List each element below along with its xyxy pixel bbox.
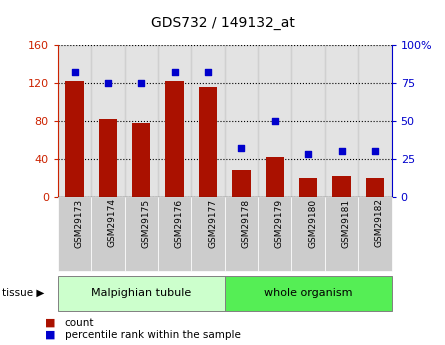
Bar	[266, 157, 284, 197]
Point	[305, 151, 312, 157]
Bar	[225, 45, 258, 197]
Text: count: count	[65, 318, 94, 327]
Bar	[258, 45, 291, 197]
Bar	[332, 176, 351, 197]
Point	[271, 118, 279, 124]
Bar	[232, 170, 251, 197]
Bar	[158, 45, 191, 197]
Text: GSM29180: GSM29180	[308, 198, 317, 247]
Text: GDS732 / 149132_at: GDS732 / 149132_at	[150, 16, 295, 30]
Point	[238, 145, 245, 151]
Bar	[125, 45, 158, 197]
Text: GSM29175: GSM29175	[142, 198, 150, 247]
Text: percentile rank within the sample: percentile rank within the sample	[65, 330, 240, 339]
Text: GSM29173: GSM29173	[75, 198, 84, 247]
Text: GSM29179: GSM29179	[275, 198, 284, 247]
Text: GSM29178: GSM29178	[241, 198, 251, 247]
Bar	[291, 45, 325, 197]
Bar	[58, 45, 91, 197]
Text: GSM29181: GSM29181	[342, 198, 351, 247]
Text: ■: ■	[44, 318, 55, 327]
Point	[105, 80, 112, 86]
Text: GSM29182: GSM29182	[375, 198, 384, 247]
Bar	[166, 81, 184, 197]
Bar	[99, 119, 117, 197]
Bar	[366, 178, 384, 197]
Bar	[358, 45, 392, 197]
Bar	[325, 45, 358, 197]
Point	[372, 148, 379, 154]
Text: GSM29176: GSM29176	[174, 198, 184, 247]
Point	[138, 80, 145, 86]
Text: tissue ▶: tissue ▶	[2, 288, 44, 298]
Point	[205, 69, 212, 75]
Bar	[191, 45, 225, 197]
Text: Malpighian tubule: Malpighian tubule	[91, 288, 191, 298]
Point	[171, 69, 178, 75]
Text: whole organism: whole organism	[264, 288, 352, 298]
Bar	[91, 45, 125, 197]
Bar	[199, 87, 217, 197]
Bar	[132, 123, 150, 197]
Point	[338, 148, 345, 154]
Bar	[299, 178, 317, 197]
Text: GSM29177: GSM29177	[208, 198, 217, 247]
Text: ■: ■	[44, 330, 55, 339]
Bar	[65, 81, 84, 197]
Text: GSM29174: GSM29174	[108, 198, 117, 247]
Point	[71, 69, 78, 75]
